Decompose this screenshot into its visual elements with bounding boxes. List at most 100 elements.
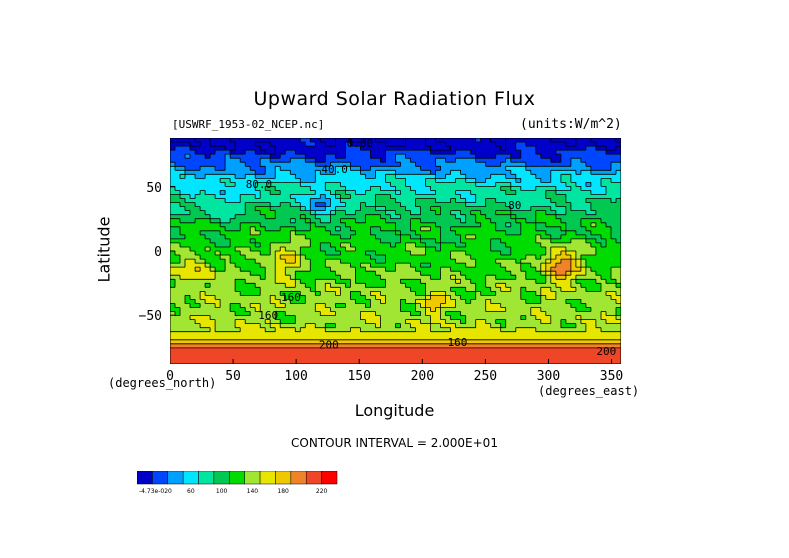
heatmap-cell (585, 214, 592, 220)
heatmap-cell (215, 311, 221, 317)
heatmap-cell (450, 178, 457, 183)
heatmap-cell (430, 295, 437, 301)
heatmap-cell (225, 214, 231, 220)
heatmap-cell (285, 178, 291, 183)
heatmap-cell (265, 210, 271, 216)
heatmap-cell (350, 246, 357, 252)
heatmap-cell (415, 162, 422, 167)
heatmap-cell (215, 355, 221, 361)
heatmap-cell (200, 279, 206, 284)
heatmap-cell (200, 178, 206, 183)
heatmap-cell (315, 218, 321, 224)
heatmap-cell (215, 246, 221, 252)
heatmap-cell (375, 291, 382, 296)
heatmap-cell (240, 255, 246, 260)
heatmap-cell (315, 303, 321, 309)
heatmap-cell (255, 291, 261, 296)
heatmap-cell (295, 295, 301, 301)
heatmap-cell (480, 267, 487, 272)
heatmap-cell (200, 214, 206, 220)
heatmap-cell (180, 226, 186, 232)
heatmap-cell (535, 194, 542, 200)
heatmap-cell (280, 206, 286, 212)
heatmap-cell (170, 138, 176, 143)
heatmap-cell (585, 142, 592, 147)
heatmap-cell (555, 178, 562, 183)
heatmap-cell (370, 222, 377, 228)
heatmap-cell (240, 202, 246, 208)
heatmap-cell (305, 279, 311, 284)
heatmap-cell (545, 186, 552, 192)
heatmap-cell (185, 275, 191, 280)
chart-title: Upward Solar Radiation Flux (253, 88, 536, 110)
heatmap-cell (335, 327, 341, 333)
heatmap-cell (605, 142, 612, 147)
heatmap-cell (610, 150, 617, 155)
heatmap-cell (440, 234, 447, 240)
heatmap-cell (315, 190, 321, 196)
heatmap-cell (340, 331, 346, 337)
heatmap-cell (465, 242, 472, 248)
heatmap-cell (525, 190, 532, 196)
heatmap-cell (410, 218, 417, 224)
heatmap-cell (495, 351, 502, 357)
heatmap-cell (565, 339, 572, 345)
heatmap-cell (470, 275, 477, 280)
heatmap-cell (205, 291, 211, 296)
heatmap-cell (305, 226, 311, 232)
heatmap-cell (325, 178, 331, 183)
heatmap-cell (505, 194, 512, 200)
heatmap-cell (220, 251, 226, 256)
heatmap-cell (180, 178, 186, 183)
heatmap-cell (400, 331, 407, 337)
heatmap-cell (230, 267, 236, 272)
heatmap-cell (530, 174, 537, 179)
heatmap-cell (265, 170, 271, 175)
heatmap-cell (355, 259, 362, 264)
heatmap-cell (580, 279, 587, 284)
heatmap-cell (445, 206, 452, 212)
heatmap-cell (365, 319, 372, 325)
heatmap-cell (365, 331, 372, 337)
heatmap-cell (505, 287, 512, 292)
heatmap-cell (385, 323, 392, 329)
heatmap-cell (590, 154, 597, 159)
heatmap-cell (180, 267, 186, 272)
heatmap-cell (560, 319, 567, 325)
heatmap-cell (175, 166, 181, 171)
heatmap-cell (480, 327, 487, 333)
heatmap-cell (250, 162, 256, 167)
heatmap-cell (190, 234, 196, 240)
heatmap-cell (170, 303, 176, 309)
heatmap-cell (480, 190, 487, 196)
heatmap-cell (510, 311, 517, 317)
heatmap-cell (255, 234, 261, 240)
heatmap-cell (530, 323, 537, 329)
heatmap-cell (535, 174, 542, 179)
heatmap-cell (330, 283, 336, 288)
heatmap-cell (360, 146, 367, 151)
heatmap-cell (580, 162, 587, 167)
heatmap-cell (250, 335, 256, 341)
heatmap-cell (440, 174, 447, 179)
heatmap-cell (210, 158, 216, 163)
heatmap-cell (380, 246, 387, 252)
heatmap-cell (545, 323, 552, 329)
heatmap-cell (420, 246, 427, 252)
heatmap-cell (415, 343, 422, 349)
heatmap-cell (530, 327, 537, 333)
heatmap-cell (370, 251, 377, 256)
heatmap-cell (355, 291, 362, 296)
heatmap-cell (235, 170, 241, 175)
heatmap-cell (185, 162, 191, 167)
heatmap-cell (375, 206, 382, 212)
heatmap-cell (225, 275, 231, 280)
heatmap-cell (335, 242, 341, 248)
heatmap-cell (390, 263, 397, 268)
heatmap-cell (525, 327, 532, 333)
heatmap-cell (395, 335, 402, 341)
heatmap-cell (540, 279, 547, 284)
heatmap-cell (510, 271, 517, 276)
heatmap-cell (555, 186, 562, 192)
heatmap-cell (430, 234, 437, 240)
